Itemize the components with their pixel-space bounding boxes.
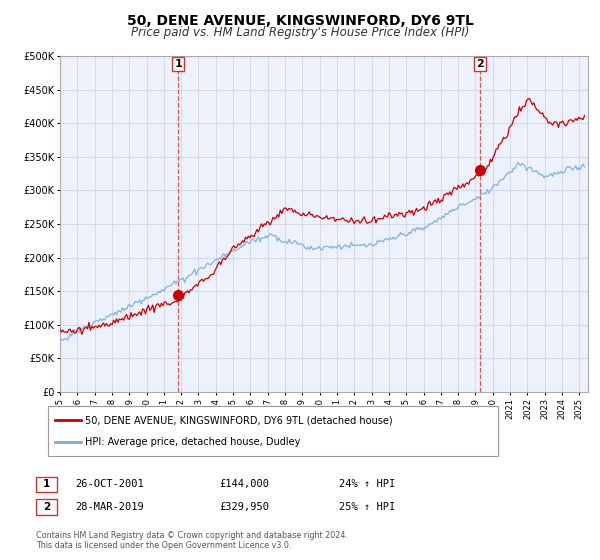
Text: 50, DENE AVENUE, KINGSWINFORD, DY6 9TL (detached house): 50, DENE AVENUE, KINGSWINFORD, DY6 9TL (…	[85, 415, 393, 425]
Text: 24% ↑ HPI: 24% ↑ HPI	[339, 479, 395, 489]
Text: 26-OCT-2001: 26-OCT-2001	[75, 479, 144, 489]
Text: 25% ↑ HPI: 25% ↑ HPI	[339, 502, 395, 512]
Text: 28-MAR-2019: 28-MAR-2019	[75, 502, 144, 512]
Text: 1: 1	[174, 59, 182, 69]
Text: £329,950: £329,950	[219, 502, 269, 512]
Text: 1: 1	[43, 479, 50, 489]
Text: Contains HM Land Registry data © Crown copyright and database right 2024.
This d: Contains HM Land Registry data © Crown c…	[36, 531, 348, 550]
Text: 50, DENE AVENUE, KINGSWINFORD, DY6 9TL: 50, DENE AVENUE, KINGSWINFORD, DY6 9TL	[127, 14, 473, 28]
Text: £144,000: £144,000	[219, 479, 269, 489]
Text: 2: 2	[476, 59, 484, 69]
Text: 2: 2	[43, 502, 50, 512]
Text: Price paid vs. HM Land Registry's House Price Index (HPI): Price paid vs. HM Land Registry's House …	[131, 26, 469, 39]
Text: HPI: Average price, detached house, Dudley: HPI: Average price, detached house, Dudl…	[85, 437, 301, 447]
